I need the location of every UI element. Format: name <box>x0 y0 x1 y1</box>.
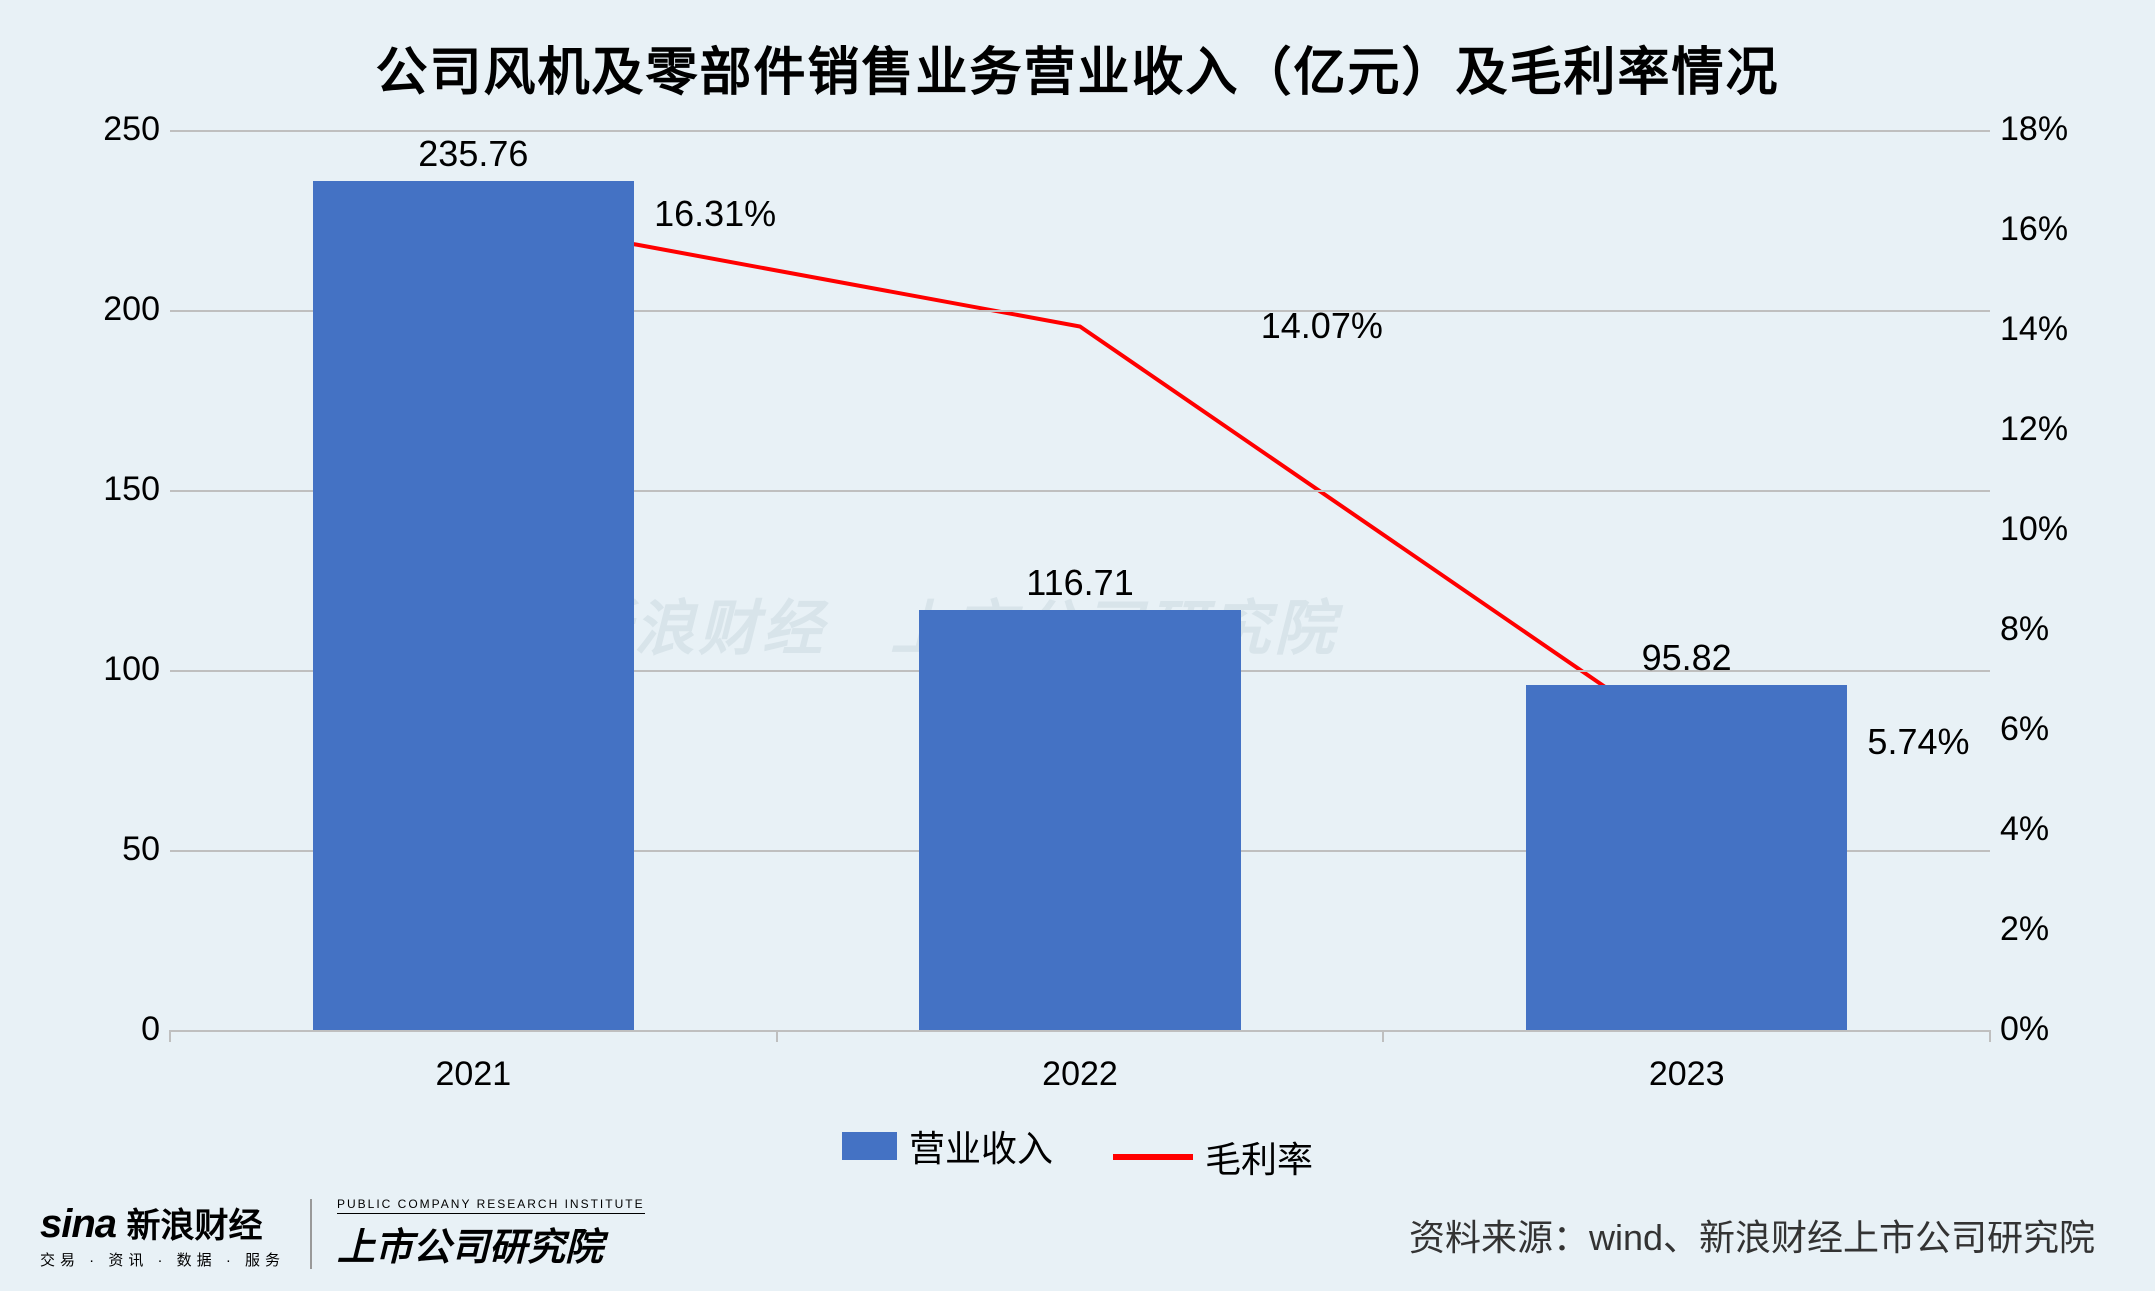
institute-brand: PUBLIC COMPANY RESEARCH INSTITUTE 上市公司研究… <box>337 1197 645 1271</box>
y-right-tick: 6% <box>2000 710 2100 749</box>
line-value-label: 16.31% <box>654 193 776 235</box>
institute-sub-text: PUBLIC COMPANY RESEARCH INSTITUTE <box>337 1197 645 1214</box>
bar-value-label: 235.76 <box>418 133 528 175</box>
line-value-label: 14.07% <box>1261 305 1383 347</box>
bar <box>919 610 1241 1030</box>
x-category-label: 2023 <box>1649 1055 1725 1094</box>
y-right-tick: 18% <box>2000 110 2100 149</box>
y-left-tick: 150 <box>50 470 160 509</box>
sina-sub-text: 交易 · 资讯 · 数据 · 服务 <box>40 1249 285 1270</box>
x-tick-mark <box>776 1030 778 1042</box>
legend-item: 毛利率 <box>1113 1131 1313 1183</box>
x-tick-mark <box>169 1030 171 1042</box>
y-right-tick: 8% <box>2000 610 2100 649</box>
source-text: 资料来源：wind、新浪财经上市公司研究院 <box>1409 1209 2095 1261</box>
y-right-tick: 0% <box>2000 1010 2100 1049</box>
sina-brand: sina 新浪财经 交易 · 资讯 · 数据 · 服务 <box>40 1198 285 1270</box>
y-right-tick: 14% <box>2000 310 2100 349</box>
y-left-tick: 0 <box>50 1010 160 1049</box>
y-right-tick: 4% <box>2000 810 2100 849</box>
bar-value-label: 116.71 <box>1026 562 1133 604</box>
y-left-tick: 250 <box>50 110 160 149</box>
brand-block: sina 新浪财经 交易 · 资讯 · 数据 · 服务 PUBLIC COMPA… <box>40 1197 645 1271</box>
y-right-tick: 16% <box>2000 210 2100 249</box>
x-tick-mark <box>1989 1030 1991 1042</box>
chart-title: 公司风机及零部件销售业务营业收入（亿元）及毛利率情况 <box>0 30 2155 105</box>
legend: 营业收入 毛利率 <box>0 1120 2155 1183</box>
institute-main-text: 上市公司研究院 <box>337 1216 645 1271</box>
line-value-label: 5.74% <box>1867 721 1969 763</box>
x-category-label: 2021 <box>436 1055 512 1094</box>
legend-swatch-bar <box>842 1132 897 1160</box>
y-left-tick: 50 <box>50 830 160 869</box>
y-right-tick: 2% <box>2000 910 2100 949</box>
y-right-tick: 12% <box>2000 410 2100 449</box>
sina-logo-text: sina <box>40 1202 116 1246</box>
legend-item: 营业收入 <box>842 1120 1053 1172</box>
gridline <box>170 130 1990 132</box>
bar <box>313 181 635 1030</box>
y-left-tick: 200 <box>50 290 160 329</box>
y-left-tick: 100 <box>50 650 160 689</box>
x-category-label: 2022 <box>1042 1055 1118 1094</box>
legend-swatch-line <box>1113 1154 1193 1160</box>
x-tick-mark <box>1382 1030 1384 1042</box>
y-right-tick: 10% <box>2000 510 2100 549</box>
gridline <box>170 1030 1990 1032</box>
bar-value-label: 95.82 <box>1642 637 1732 679</box>
legend-label: 营业收入 <box>909 1120 1053 1172</box>
brand-divider <box>310 1199 312 1269</box>
plot-area: 新浪财经 上市公司研究院 0501001502002500%2%4%6%8%10… <box>170 130 1990 1030</box>
sina-cn-text: 新浪财经 <box>127 1207 263 1245</box>
bar <box>1526 685 1848 1030</box>
legend-label: 毛利率 <box>1205 1131 1313 1183</box>
